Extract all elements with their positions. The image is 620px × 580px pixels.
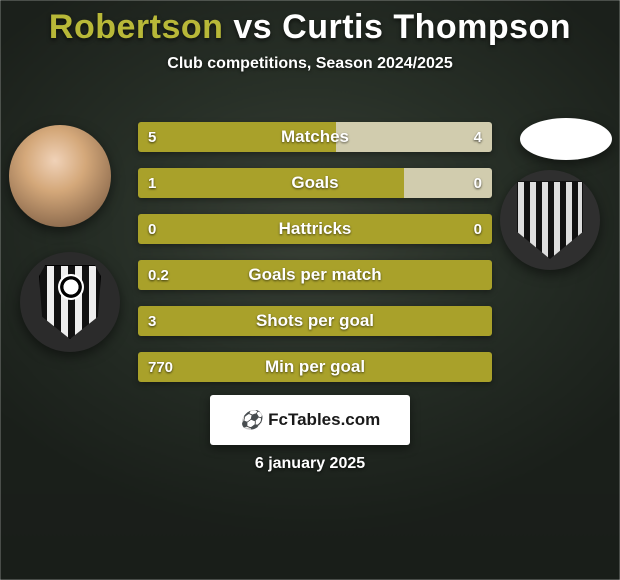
stat-row: Goals10	[138, 168, 492, 198]
club-shield-icon	[517, 181, 583, 259]
stat-bar-left	[138, 214, 492, 244]
player1-club-crest	[20, 252, 120, 352]
page-title: Robertson vs Curtis Thompson	[0, 8, 620, 47]
stat-row: Hattricks00	[138, 214, 492, 244]
club-crest-icon	[39, 265, 101, 339]
brand-logo-icon: ⚽	[240, 410, 262, 431]
stat-row: Matches54	[138, 122, 492, 152]
stat-bar-left	[138, 352, 492, 382]
player1-name: Robertson	[49, 8, 224, 46]
stat-bar-right	[404, 168, 493, 198]
stat-bar-left	[138, 306, 492, 336]
player1-avatar	[9, 125, 111, 227]
stat-bars: Matches54 Goals10 Hattricks00 Goals per mat…	[138, 122, 492, 398]
comparison-card: Robertson vs Curtis Thompson Club compet…	[0, 0, 620, 580]
stat-bar-left	[138, 260, 492, 290]
stat-row: Goals per match0.2	[138, 260, 492, 290]
brand-label: FcTables.com	[268, 410, 380, 430]
stat-bar-right	[336, 122, 492, 152]
stat-row: Min per goal770	[138, 352, 492, 382]
brand-box[interactable]: ⚽ FcTables.com	[210, 395, 410, 445]
player2-avatar	[520, 118, 612, 160]
player2-name: Curtis Thompson	[282, 8, 571, 46]
date-label: 6 january 2025	[0, 455, 620, 473]
vs-label: vs	[233, 8, 272, 46]
stat-row: Shots per goal3	[138, 306, 492, 336]
player2-club-crest	[500, 170, 600, 270]
subtitle: Club competitions, Season 2024/2025	[0, 55, 620, 73]
stat-bar-left	[138, 168, 404, 198]
stat-bar-left	[138, 122, 336, 152]
